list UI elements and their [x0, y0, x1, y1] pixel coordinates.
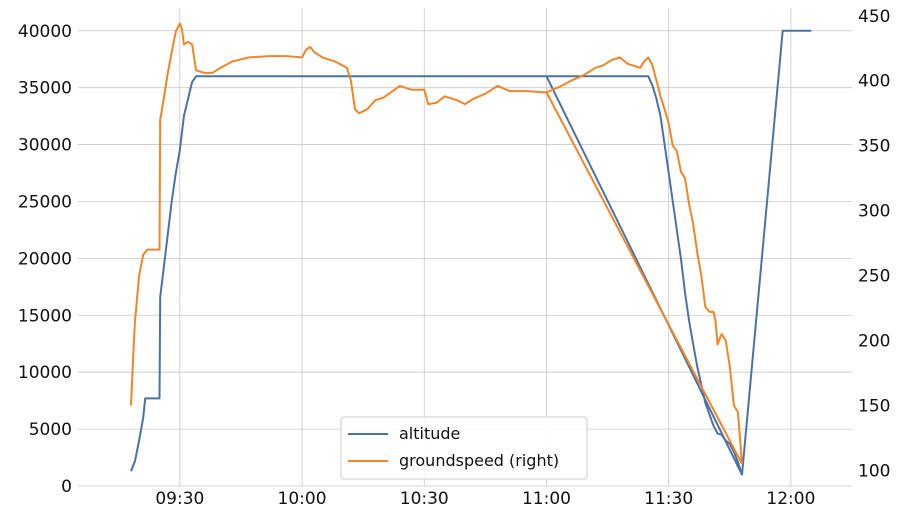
x-tick-label: 11:00 [522, 489, 571, 509]
y-right-tick-label: 250 [858, 267, 890, 287]
y-right-tick-label: 400 [858, 72, 890, 92]
series-line-altitude [130, 29, 812, 476]
x-tick-labels: 09:30 10:00 10:30 11:00 11:30 12:00 [155, 489, 815, 509]
series-lines [130, 22, 812, 476]
legend-label-altitude: altitude [399, 424, 460, 443]
x-tick-label: 09:30 [155, 489, 204, 509]
x-tick-label: 10:00 [278, 489, 327, 509]
y-left-tick-label: 10000 [18, 363, 72, 383]
y-left-tick-label: 20000 [18, 249, 72, 269]
y-gridlines [78, 30, 852, 487]
y-left-tick-label: 40000 [18, 22, 72, 42]
y-right-tick-label: 300 [858, 202, 890, 222]
x-gridlines [179, 8, 792, 486]
y-right-tick-label: 100 [858, 461, 890, 481]
y-right-tick-label: 450 [858, 7, 890, 27]
legend-label-groundspeed: groundspeed (right) [399, 451, 559, 470]
y-right-tick-labels: 100 150 200 250 300 350 400 450 [858, 7, 890, 482]
series-segment-groundspeed [545, 91, 743, 465]
legend-box [340, 416, 588, 480]
series-line-groundspeed [130, 22, 743, 464]
y-left-tick-label: 30000 [18, 136, 72, 156]
y-left-tick-label: 0 [61, 477, 72, 497]
y-right-tick-label: 200 [858, 332, 890, 352]
legend: altitude groundspeed (right) [340, 416, 588, 480]
y-left-tick-labels: 0 5000 10000 15000 20000 25000 30000 35000 40000 [18, 22, 72, 497]
y-right-tick-label: 350 [858, 137, 890, 157]
x-tick-label: 12:00 [766, 489, 815, 509]
x-tick-label: 11:30 [644, 489, 693, 509]
x-tick-label: 10:30 [400, 489, 449, 509]
y-left-tick-label: 25000 [18, 192, 72, 212]
series-segment-altitude [545, 75, 743, 476]
y-left-tick-label: 15000 [18, 306, 72, 326]
y-left-tick-label: 35000 [18, 79, 72, 99]
y-right-tick-label: 150 [858, 396, 890, 416]
y-left-tick-label: 5000 [29, 420, 72, 440]
